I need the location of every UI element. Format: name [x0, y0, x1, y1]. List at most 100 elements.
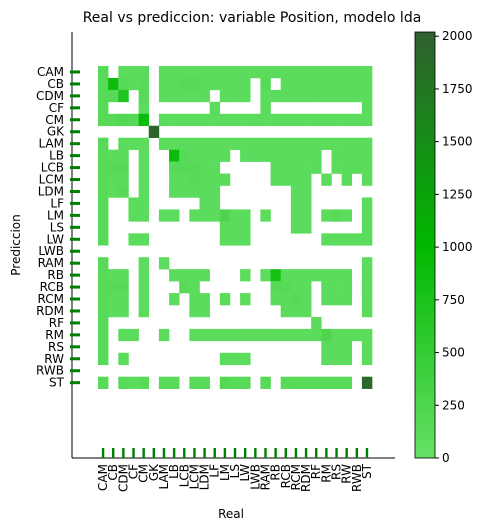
heatmap-cell: [361, 293, 373, 306]
heatmap-cell: [240, 89, 251, 103]
heatmap-cell: [311, 376, 322, 389]
heatmap-cell: [321, 293, 332, 306]
heatmap-cell: [351, 77, 363, 91]
heatmap-cell: [280, 89, 292, 103]
heatmap-cell: [98, 173, 109, 186]
heatmap-cell: [260, 209, 271, 222]
heatmap-cell: [98, 316, 109, 330]
y-tick-label: CDM: [36, 89, 64, 103]
heatmap-cell: [331, 161, 342, 174]
y-tick-mark: [70, 297, 80, 301]
heatmap-cell: [321, 233, 332, 246]
heatmap-cell: [138, 209, 150, 222]
x-tick-label: LW: [238, 464, 252, 482]
heatmap-cell: [138, 305, 150, 318]
heatmap-cell: [98, 257, 109, 270]
heatmap-cell: [361, 376, 373, 389]
heatmap-cell: [169, 89, 180, 103]
heatmap-cell: [290, 209, 302, 222]
heatmap-cell: [270, 89, 281, 103]
y-tick-mark: [70, 357, 80, 361]
heatmap-cell: [280, 149, 292, 162]
heatmap-cell: [240, 221, 251, 234]
y-tick-mark: [70, 130, 80, 134]
heatmap-cell: [361, 352, 373, 366]
heatmap-cell: [240, 137, 251, 150]
heatmap-cell: [199, 173, 210, 186]
colorbar-tick-label: 500: [442, 346, 465, 360]
heatmap-cell: [179, 269, 190, 282]
x-tick-mark: [183, 448, 186, 458]
heatmap-cell: [311, 66, 322, 79]
heatmap-cell: [341, 233, 353, 246]
heatmap-cell: [98, 340, 109, 354]
heatmap-cell: [189, 376, 200, 389]
heatmap-cell: [290, 293, 302, 306]
y-tick-label: LDM: [38, 184, 64, 198]
heatmap-cell: [138, 101, 150, 115]
heatmap-cell: [260, 376, 271, 389]
colorbar-tick-label: 1000: [442, 240, 473, 254]
heatmap-cell: [280, 305, 292, 318]
heatmap-cell: [341, 340, 353, 354]
heatmap-cell: [351, 328, 363, 342]
heatmap-cell: [229, 137, 241, 150]
x-tick-label: RCM: [289, 464, 303, 490]
x-tick-mark: [264, 448, 267, 458]
heatmap-cell: [169, 149, 180, 162]
heatmap-cell: [301, 161, 312, 174]
heatmap-cell: [290, 281, 302, 294]
heatmap-cell: [280, 77, 292, 91]
heatmap-cell: [209, 197, 221, 210]
heatmap-cell: [301, 221, 312, 234]
y-tick-mark: [70, 381, 80, 385]
heatmap-cell: [341, 352, 353, 366]
heatmap-cell: [189, 293, 200, 306]
heatmap-cell: [138, 137, 150, 150]
heatmap-cell: [98, 161, 109, 174]
heatmap-cell: [311, 269, 322, 282]
x-tick-mark: [274, 448, 277, 458]
heatmap-cell: [331, 66, 342, 79]
heatmap-cell: [341, 149, 353, 162]
heatmap-cell: [250, 66, 261, 79]
heatmap-cell: [138, 173, 150, 186]
x-tick-mark: [122, 448, 125, 458]
heatmap-cell: [280, 113, 292, 127]
heatmap-cell: [138, 376, 150, 389]
x-axis-label: Real: [218, 507, 244, 521]
heatmap-cell: [260, 66, 271, 79]
heatmap-cell: [361, 89, 373, 103]
heatmap-cell: [351, 233, 363, 246]
heatmap-cell: [108, 89, 119, 103]
heatmap-cell: [290, 221, 302, 234]
colorbar-tick-label: 750: [442, 293, 465, 307]
x-tick-label: LAM: [157, 464, 171, 490]
heatmap-cell: [250, 137, 261, 150]
heatmap-cell: [98, 209, 109, 222]
heatmap-cell: [128, 376, 139, 389]
heatmap-cell: [138, 113, 150, 127]
y-tick-label: RS: [48, 340, 64, 354]
y-tick-label: LM: [47, 208, 64, 222]
heatmap-cell: [361, 149, 373, 162]
x-tick-label: CAM: [96, 464, 110, 491]
y-tick-mark: [70, 273, 80, 277]
heatmap-cell: [98, 197, 109, 210]
heatmap-cell: [219, 328, 231, 342]
heatmap-cell: [128, 77, 139, 91]
x-tick-label: LM: [218, 464, 232, 481]
heatmap-cell: [108, 185, 119, 198]
heatmap-cell: [128, 137, 139, 150]
y-tick-mark: [70, 70, 80, 74]
colorbar: 0 250 500 750 1000 1250 1500 1750 2000: [414, 29, 473, 465]
heatmap-cell: [219, 352, 231, 366]
heatmap-cell: [98, 293, 109, 306]
heatmap-cell: [311, 137, 322, 150]
heatmap-cell: [240, 209, 251, 222]
heatmap-cell: [260, 113, 271, 127]
heatmap-cell: [270, 269, 281, 282]
x-tick-label: LS: [228, 464, 242, 478]
x-tick-mark: [132, 448, 135, 458]
y-tick-label: RAM: [38, 256, 64, 270]
